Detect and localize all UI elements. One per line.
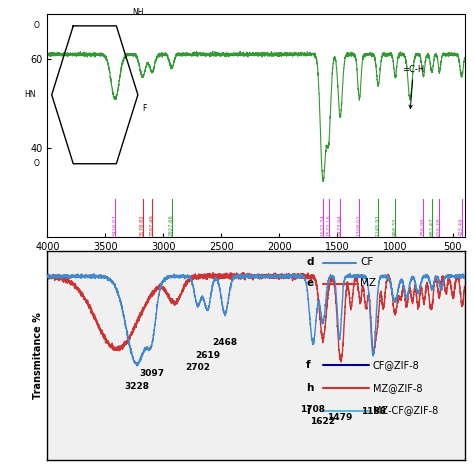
Text: F: F bbox=[142, 104, 146, 113]
Text: 616.78: 616.78 bbox=[437, 217, 442, 236]
Text: 998.33: 998.33 bbox=[392, 218, 398, 236]
Text: 1622.24: 1622.24 bbox=[320, 214, 326, 236]
Text: 756.98: 756.98 bbox=[420, 217, 426, 236]
Text: 425.49: 425.49 bbox=[459, 217, 464, 236]
Text: 682.47: 682.47 bbox=[429, 217, 434, 236]
Text: 3178.82: 3178.82 bbox=[140, 214, 145, 236]
Text: 2468: 2468 bbox=[212, 338, 237, 347]
Text: =C-H: =C-H bbox=[402, 65, 425, 109]
Text: MZ-CF@ZIF-8: MZ-CF@ZIF-8 bbox=[373, 406, 438, 416]
Text: CF@ZIF-8: CF@ZIF-8 bbox=[373, 360, 419, 370]
Text: 2702: 2702 bbox=[185, 363, 210, 372]
Text: 3097: 3097 bbox=[139, 369, 164, 378]
Text: 1473.94: 1473.94 bbox=[337, 214, 343, 236]
Text: 1572.16: 1572.16 bbox=[326, 214, 331, 236]
Text: MZ: MZ bbox=[360, 278, 376, 288]
Text: d: d bbox=[306, 257, 313, 267]
Y-axis label: Transmitance %: Transmitance % bbox=[33, 312, 43, 399]
Text: 3228: 3228 bbox=[124, 382, 149, 391]
Text: 3416.67: 3416.67 bbox=[112, 214, 118, 236]
Text: 1308.01: 1308.01 bbox=[357, 214, 362, 236]
Text: 1479: 1479 bbox=[327, 413, 352, 422]
Text: 3097.49: 3097.49 bbox=[149, 214, 155, 236]
Text: O: O bbox=[34, 21, 39, 30]
Text: e: e bbox=[306, 278, 313, 288]
Text: 1188: 1188 bbox=[361, 407, 386, 416]
Text: CF: CF bbox=[360, 257, 374, 267]
Text: NH: NH bbox=[132, 8, 144, 17]
Text: 2619: 2619 bbox=[195, 351, 220, 360]
Text: 1622: 1622 bbox=[310, 417, 336, 426]
Text: i: i bbox=[306, 406, 310, 416]
Text: h: h bbox=[306, 383, 313, 392]
Text: 2927.66: 2927.66 bbox=[169, 214, 174, 236]
Text: f: f bbox=[306, 360, 310, 370]
Text: O: O bbox=[34, 159, 39, 168]
Text: 1145.91: 1145.91 bbox=[375, 214, 381, 236]
Text: MZ@ZIF-8: MZ@ZIF-8 bbox=[373, 383, 422, 392]
Text: 1708: 1708 bbox=[301, 405, 326, 414]
Text: HN: HN bbox=[25, 91, 36, 99]
X-axis label: Wavenumber cm-1: Wavenumber cm-1 bbox=[198, 257, 314, 267]
